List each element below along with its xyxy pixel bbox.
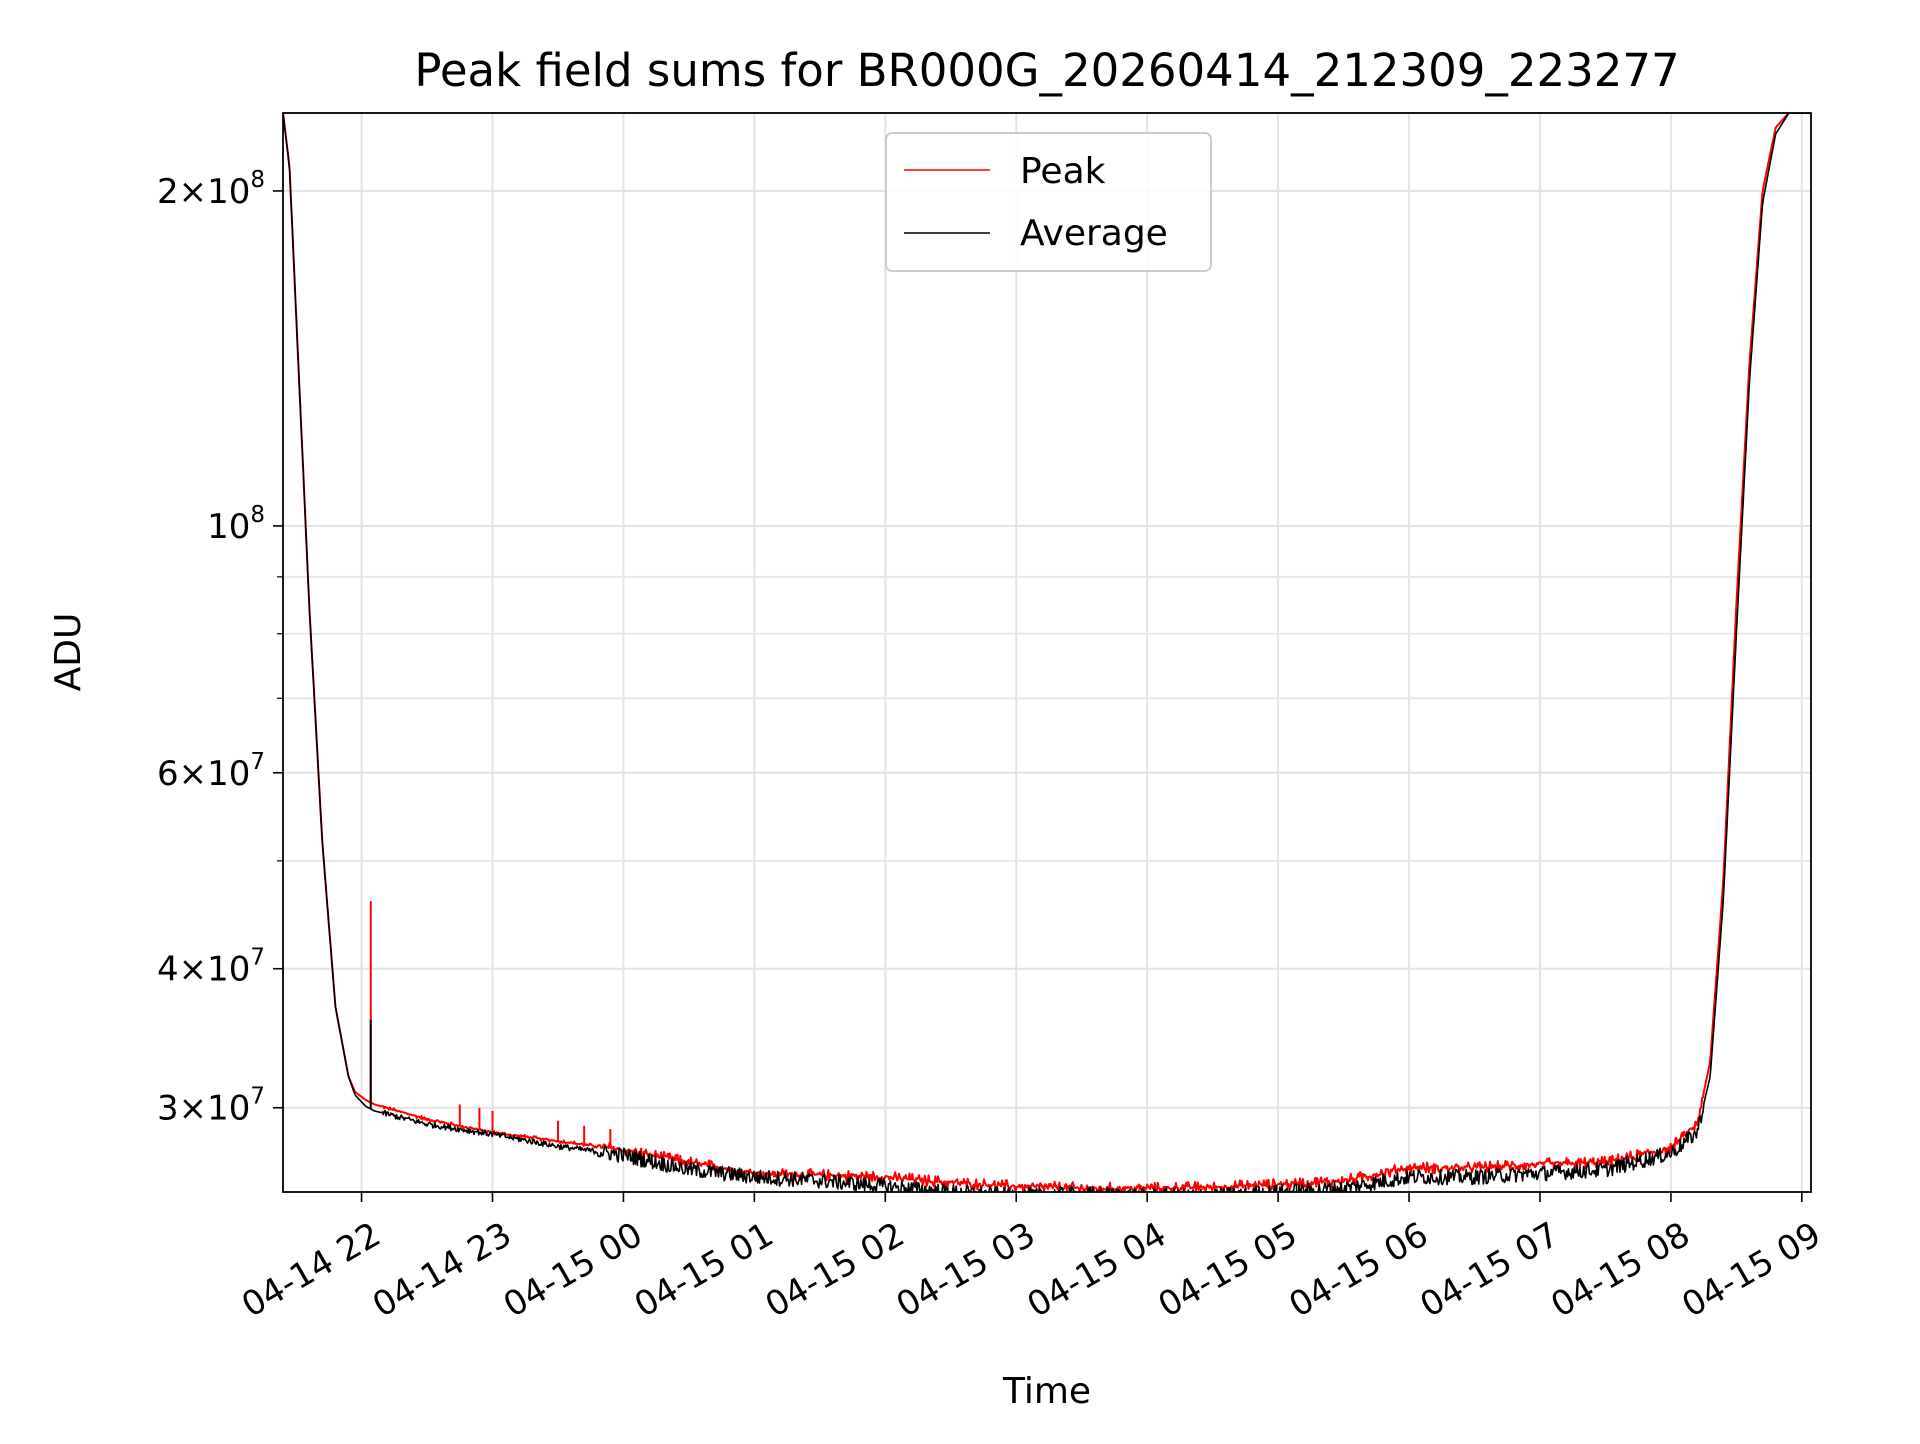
legend: Peak Average [885, 132, 1212, 272]
x-tick-label: 04-15 03 [890, 1215, 1042, 1326]
series-layer [283, 113, 1811, 1192]
series-average [283, 113, 1811, 1192]
x-tick-label: 04-15 09 [1675, 1215, 1827, 1326]
plot-frame [282, 112, 1812, 1193]
y-tick-label: 2×108 [157, 167, 265, 212]
x-tick-label: 04-14 22 [235, 1215, 387, 1326]
legend-peak-label: Peak [1020, 151, 1106, 192]
legend-box [885, 132, 1212, 272]
legend-average-label: Average [1020, 213, 1168, 254]
y-tick-label: 4×107 [157, 945, 265, 990]
x-axis-label: Time [1002, 1371, 1091, 1412]
x-tick-label: 04-15 04 [1021, 1215, 1173, 1326]
average-line [283, 113, 1811, 1192]
x-tick-label: 04-15 08 [1544, 1215, 1696, 1326]
peak-line [283, 113, 1811, 1192]
y-tick-label: 6×107 [157, 749, 265, 794]
grid-lines [283, 113, 1811, 1192]
x-tick-label: 04-15 01 [628, 1215, 780, 1326]
x-tick-label: 04-15 05 [1152, 1215, 1304, 1326]
chart-title: Peak field sums for BR000G_20260414_2123… [414, 44, 1679, 97]
series-peak [283, 113, 1811, 1192]
x-tick-label: 04-15 06 [1283, 1215, 1435, 1326]
y-tick-label: 3×107 [157, 1084, 265, 1129]
y-tick-label: 108 [207, 502, 265, 547]
y-axis: 3×107 4×107 6×107 108 2×108 [157, 167, 283, 1129]
x-tick-label: 04-15 00 [497, 1215, 649, 1326]
x-tick-label: 04-15 02 [759, 1215, 911, 1326]
x-tick-label: 04-15 07 [1413, 1215, 1565, 1326]
x-tick-label: 04-14 23 [366, 1215, 518, 1326]
y-axis-label: ADU [48, 613, 89, 692]
